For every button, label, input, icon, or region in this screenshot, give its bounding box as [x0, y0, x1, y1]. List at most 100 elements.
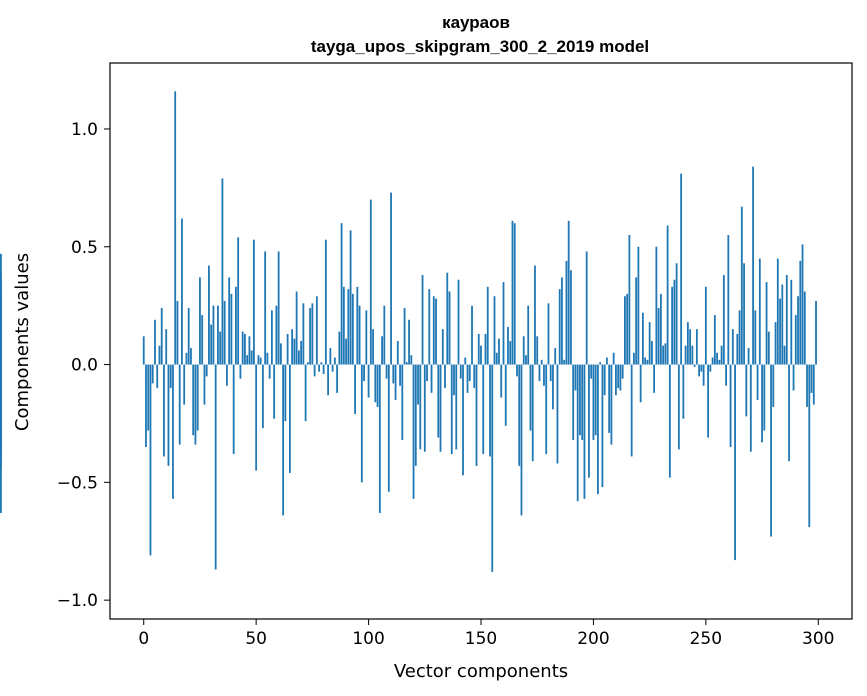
bar — [608, 364, 611, 433]
bar — [606, 357, 608, 365]
bar — [405, 362, 408, 365]
bar — [797, 296, 799, 365]
bar — [745, 364, 748, 417]
bar — [552, 364, 554, 410]
bar — [356, 286, 359, 365]
bar — [369, 199, 372, 365]
bar — [743, 263, 745, 365]
bar — [713, 315, 716, 365]
bar — [731, 329, 734, 365]
x-tick-label: 250 — [690, 629, 722, 649]
bar — [194, 364, 197, 445]
bar — [776, 258, 779, 365]
bar — [758, 258, 761, 365]
bar — [336, 364, 338, 393]
bar — [561, 277, 563, 365]
bar — [253, 239, 255, 365]
bar — [345, 338, 347, 365]
bar — [183, 364, 186, 405]
bar — [217, 305, 219, 365]
bar — [446, 272, 449, 365]
bar — [259, 357, 262, 365]
bar — [342, 286, 345, 365]
bar — [610, 364, 613, 445]
bar — [246, 355, 249, 365]
bar — [473, 364, 476, 389]
bar — [810, 364, 813, 393]
bar — [547, 303, 550, 365]
bar — [403, 308, 406, 365]
x-tick-label: 300 — [802, 629, 834, 649]
bar — [437, 364, 440, 438]
x-tick-label: 0 — [138, 629, 149, 649]
bar — [372, 329, 374, 365]
bar — [230, 293, 233, 365]
x-axis-label: Vector components — [394, 661, 568, 682]
bar — [466, 364, 469, 393]
bar — [435, 298, 437, 365]
bar — [738, 310, 741, 365]
bar — [226, 364, 228, 386]
bar — [637, 246, 640, 365]
bar — [682, 364, 685, 419]
bar — [457, 279, 460, 365]
bar — [178, 364, 181, 445]
bar — [167, 364, 170, 466]
bar — [293, 338, 296, 365]
bar — [331, 364, 334, 372]
bar — [572, 364, 575, 440]
bar — [790, 279, 793, 365]
bar — [151, 364, 154, 384]
bar — [163, 364, 165, 457]
bar — [185, 352, 188, 365]
bar — [815, 300, 817, 365]
bar — [277, 251, 280, 365]
bar — [275, 305, 278, 365]
bar — [297, 350, 300, 365]
bar — [156, 364, 159, 389]
bar — [340, 223, 343, 365]
bar — [477, 333, 480, 365]
bar — [453, 364, 455, 396]
bar — [154, 319, 156, 365]
bar — [408, 319, 410, 365]
bar — [142, 336, 145, 365]
bar — [390, 192, 392, 365]
bar — [324, 239, 327, 365]
bar — [509, 341, 512, 365]
bar — [381, 336, 383, 365]
bar — [722, 275, 725, 365]
bar — [320, 362, 323, 365]
bar — [282, 364, 285, 516]
bar — [196, 364, 199, 431]
bar — [644, 357, 647, 365]
bar — [635, 277, 638, 365]
bar — [729, 364, 732, 448]
bar — [767, 331, 770, 365]
bar — [556, 364, 559, 464]
bar — [244, 333, 246, 365]
bar — [417, 364, 419, 405]
bar — [205, 364, 208, 377]
bar — [201, 315, 204, 365]
bar — [691, 345, 694, 365]
bar — [711, 357, 714, 365]
bar — [502, 282, 505, 365]
bar — [574, 364, 577, 391]
bar — [770, 364, 772, 537]
bar — [493, 296, 496, 365]
bar — [698, 364, 700, 377]
bar — [792, 364, 795, 391]
bar — [187, 308, 190, 365]
bar — [0, 364, 2, 513]
bar — [536, 336, 539, 365]
bar — [257, 355, 260, 365]
bar — [484, 333, 487, 365]
bar — [147, 364, 150, 431]
bar — [0, 253, 2, 365]
x-tick-label: 150 — [465, 629, 497, 649]
x-axis-ticks: 0 50 100 150 200 250 300 — [138, 619, 834, 649]
bar — [333, 357, 336, 365]
bar — [650, 341, 653, 365]
bar — [648, 322, 651, 365]
